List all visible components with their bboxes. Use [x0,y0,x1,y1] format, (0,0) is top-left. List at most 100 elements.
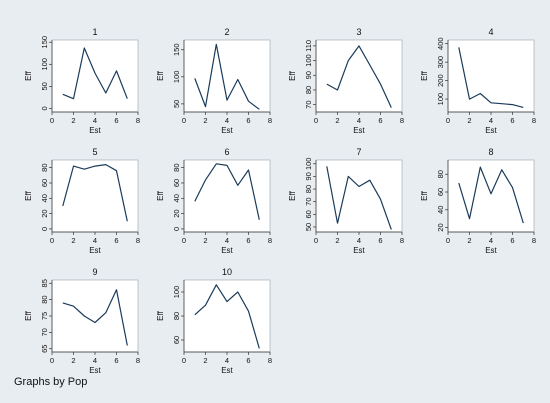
y-tick-label: 100 [304,54,313,67]
x-tick-label: 2 [203,356,207,365]
y-axis-title: Eff [24,190,33,200]
data-point [215,163,217,165]
series-line [62,289,128,346]
y-tick-label: 110 [304,40,313,52]
plot-area [315,159,403,233]
panel-title: 3 [356,27,361,37]
data-point [369,64,371,66]
x-tick-label: 2 [467,236,471,245]
x-axis-title: Est [221,126,233,135]
series-line [326,166,392,230]
x-axis-title: Est [221,366,233,375]
y-tick-label: 150 [40,36,49,49]
y-tick-label: 60 [172,179,181,187]
data-point [62,302,64,304]
data-point [105,312,107,314]
data-point [501,169,503,171]
y-axis-title: Eff [420,70,429,80]
data-point [194,77,196,79]
y-axis-title: Eff [24,310,33,320]
data-point [326,165,328,167]
data-point [105,92,107,94]
data-point [501,102,503,104]
y-tick-label: 90 [304,172,313,180]
x-tick-label: 0 [446,236,450,245]
y-tick-label: 0 [40,227,49,231]
data-point [379,83,381,85]
y-tick-label: 60 [304,210,313,218]
data-point [258,108,260,110]
data-point [94,165,96,167]
y-tick-label: 50 [304,223,313,231]
plot-area [315,39,403,113]
x-tick-label: 6 [114,356,118,365]
y-tick-label: 20 [172,209,181,217]
series-line [458,166,524,224]
y-tick-label: 65 [40,345,49,353]
data-point [215,43,217,45]
y-tick-label: 150 [172,43,181,56]
data-point [94,321,96,323]
x-tick-label: 0 [314,116,318,125]
data-point [522,222,524,224]
panel-title: 6 [224,147,229,157]
x-tick-label: 6 [114,116,118,125]
y-tick-label: 70 [304,198,313,206]
x-tick-label: 0 [182,236,186,245]
plot-area [51,39,139,113]
data-point [62,93,64,95]
x-tick-label: 0 [182,356,186,365]
series-line [458,47,524,108]
y-tick-label: 100 [40,58,49,71]
data-point [347,59,349,61]
plot-area [51,279,139,353]
data-point [336,222,338,224]
y-axis-title: Eff [156,190,165,200]
panel-4: 4 0 2 4 6 8 100 200 300 400 Est Eff [420,27,536,135]
y-tick-label: 60 [436,188,445,196]
data-point [237,78,239,80]
panel-title: 4 [488,27,493,37]
x-axis-title: Est [353,126,365,135]
data-point [126,344,128,346]
footnote: Graphs by Pop [14,376,87,388]
x-tick-label: 4 [489,116,493,125]
data-point [490,102,492,104]
x-tick-label: 0 [50,116,54,125]
data-point [358,185,360,187]
plot-area [183,159,271,233]
x-tick-label: 2 [467,116,471,125]
x-tick-label: 0 [50,356,54,365]
data-point [468,217,470,219]
y-tick-label: 400 [436,37,445,50]
x-tick-label: 4 [225,236,229,245]
y-tick-label: 85 [40,279,49,287]
y-tick-label: 80 [172,312,181,320]
data-point [479,92,481,94]
panel-title: 2 [224,27,229,37]
x-axis-title: Est [89,126,101,135]
panel-title: 8 [488,147,493,157]
data-point [62,205,64,207]
x-tick-label: 0 [446,116,450,125]
x-tick-label: 8 [400,236,404,245]
y-axis-title: Eff [288,190,297,200]
data-point [204,179,206,181]
x-axis-title: Est [485,126,497,135]
data-point [336,89,338,91]
x-tick-label: 4 [357,236,361,245]
y-tick-label: 100 [172,71,181,84]
x-tick-label: 2 [335,116,339,125]
series-line [194,43,260,110]
x-tick-label: 2 [203,116,207,125]
y-tick-label: 100 [436,93,445,106]
x-tick-label: 4 [225,116,229,125]
x-tick-label: 4 [93,236,97,245]
data-point [379,198,381,200]
y-tick-label: 60 [172,336,181,344]
x-tick-label: 8 [268,116,272,125]
x-axis-title: Est [89,366,101,375]
data-point [94,72,96,74]
